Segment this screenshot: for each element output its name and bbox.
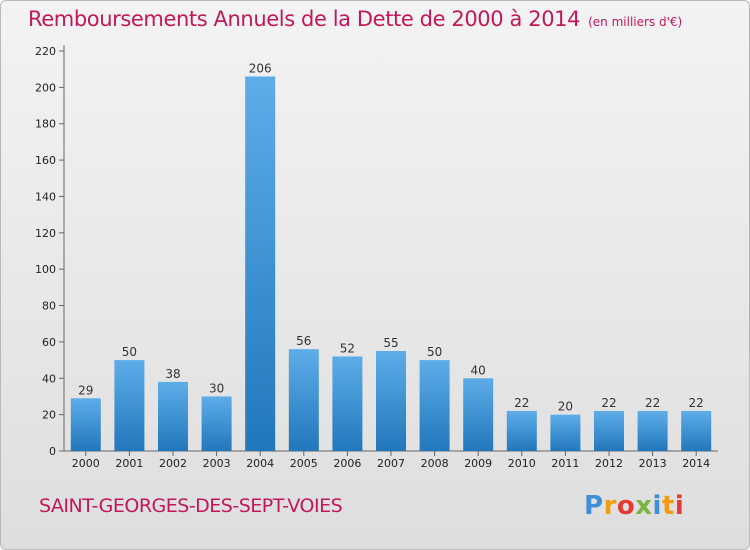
x-tick-label: 2000 [72, 457, 100, 470]
x-tick-label: 2012 [595, 457, 623, 470]
x-tick-label: 2006 [333, 457, 361, 470]
y-tick-label: 160 [35, 154, 56, 167]
y-tick-label: 60 [42, 336, 56, 349]
bar-2001 [114, 360, 145, 451]
data-label-2007: 55 [383, 336, 398, 350]
bar-2005 [288, 349, 319, 451]
labels: 0204060801001201401601802002202000292001… [35, 45, 710, 470]
bar-2007 [376, 351, 406, 451]
x-tick-label: 2002 [159, 457, 187, 470]
y-tick-label: 200 [35, 81, 56, 94]
y-tick-label: 180 [35, 118, 56, 131]
y-tick-label: 20 [42, 409, 56, 422]
proxiti-logo: Proxiti [584, 491, 685, 521]
x-tick-label: 2013 [639, 457, 667, 470]
data-label-2008: 50 [427, 345, 442, 359]
data-label-2013: 22 [645, 396, 660, 410]
bar-2003 [201, 396, 232, 451]
x-tick-label: 2014 [682, 457, 710, 470]
y-tick-label: 120 [35, 227, 56, 240]
data-label-2003: 30 [209, 381, 224, 395]
data-label-2011: 20 [558, 400, 573, 414]
bar-2006 [332, 356, 363, 451]
x-tick-label: 2009 [464, 457, 492, 470]
x-tick-label: 2004 [246, 457, 274, 470]
bar-2002 [158, 381, 188, 451]
bar-2012 [594, 411, 624, 451]
y-tick-label: 80 [42, 300, 56, 313]
bars [70, 76, 712, 452]
x-tick-label: 2010 [508, 457, 536, 470]
chart-title-main: Remboursements Annuels de la Dette de 20… [28, 7, 581, 31]
bar-2013 [637, 411, 668, 451]
data-label-2002: 38 [165, 367, 180, 381]
y-tick-label: 0 [49, 445, 56, 458]
x-tick-label: 2003 [203, 457, 231, 470]
bar-2010 [506, 411, 537, 451]
bar-2004 [245, 76, 276, 452]
x-tick-label: 2005 [290, 457, 318, 470]
x-tick-label: 2007 [377, 457, 405, 470]
y-tick-label: 40 [42, 372, 56, 385]
bar-2000 [70, 398, 101, 451]
data-label-2010: 22 [514, 396, 529, 410]
data-label-2005: 56 [296, 334, 311, 348]
data-label-2001: 50 [122, 345, 137, 359]
bar-2011 [550, 414, 581, 451]
x-tick-label: 2008 [421, 457, 449, 470]
data-label-2009: 40 [471, 363, 486, 377]
data-label-2004: 206 [249, 61, 272, 75]
x-tick-label: 2011 [551, 457, 579, 470]
y-tick-label: 220 [35, 45, 56, 58]
x-tick-label: 2001 [115, 457, 143, 470]
bar-2008 [419, 360, 450, 451]
data-label-2012: 22 [601, 396, 616, 410]
y-tick-label: 140 [35, 190, 56, 203]
bar-2014 [681, 411, 712, 451]
data-label-2014: 22 [689, 396, 704, 410]
data-label-2006: 52 [340, 341, 355, 355]
bar-2009 [463, 378, 494, 451]
chart-title: Remboursements Annuels de la Dette de 20… [28, 7, 682, 31]
y-tick-label: 100 [35, 263, 56, 276]
commune-name: SAINT-GEORGES-DES-SEPT-VOIES [39, 495, 343, 517]
chart-title-unit: (en milliers d'€) [588, 15, 683, 29]
data-label-2000: 29 [78, 383, 93, 397]
